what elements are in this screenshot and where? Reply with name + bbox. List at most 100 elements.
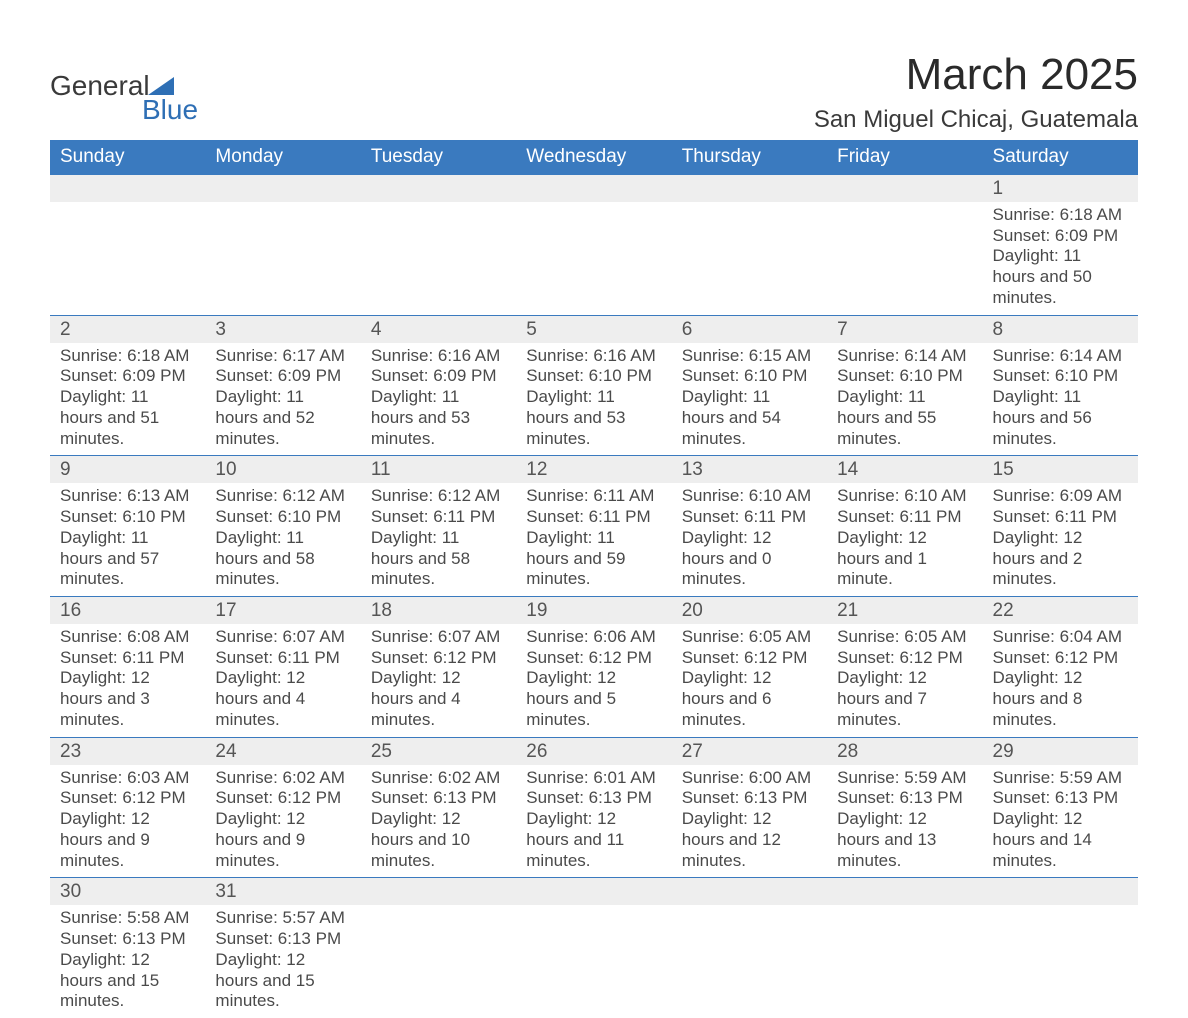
day-body-cell: Sunrise: 6:13 AMSunset: 6:10 PMDaylight:…: [50, 483, 205, 596]
page-subtitle: San Miguel Chicaj, Guatemala: [814, 106, 1138, 134]
calendar-table: SundayMondayTuesdayWednesdayThursdayFrid…: [50, 140, 1138, 1018]
sunset-text: Sunset: 6:12 PM: [60, 788, 195, 809]
sunset-text: Sunset: 6:10 PM: [682, 366, 817, 387]
sunrise-text: Sunrise: 6:12 AM: [215, 486, 350, 507]
day-body-cell: Sunrise: 6:08 AMSunset: 6:11 PMDaylight:…: [50, 624, 205, 737]
day-body-cell: [516, 202, 671, 315]
day-number-cell: 3: [205, 315, 360, 343]
day-body-cell: Sunrise: 6:14 AMSunset: 6:10 PMDaylight:…: [983, 343, 1138, 456]
daylight-text: Daylight: 12 hours and 9 minutes.: [60, 809, 195, 871]
day-number-cell: [361, 878, 516, 906]
day-number-row: 9101112131415: [50, 456, 1138, 484]
day-number-cell: 25: [361, 737, 516, 765]
daylight-text: Daylight: 12 hours and 6 minutes.: [682, 668, 817, 730]
sunrise-text: Sunrise: 6:04 AM: [993, 627, 1128, 648]
day-number-cell: 6: [672, 315, 827, 343]
day-number-cell: [827, 175, 982, 203]
page-title: March 2025: [814, 50, 1138, 100]
day-body-cell: Sunrise: 6:11 AMSunset: 6:11 PMDaylight:…: [516, 483, 671, 596]
sunrise-text: Sunrise: 6:00 AM: [682, 768, 817, 789]
sunset-text: Sunset: 6:11 PM: [837, 507, 972, 528]
day-body-row: Sunrise: 6:18 AMSunset: 6:09 PMDaylight:…: [50, 343, 1138, 456]
day-body-cell: [50, 202, 205, 315]
day-number-cell: 24: [205, 737, 360, 765]
title-block: March 2025 San Miguel Chicaj, Guatemala: [814, 50, 1138, 134]
day-body-cell: Sunrise: 6:18 AMSunset: 6:09 PMDaylight:…: [50, 343, 205, 456]
sunset-text: Sunset: 6:09 PM: [993, 226, 1128, 247]
day-number-cell: [672, 878, 827, 906]
day-body-cell: [361, 905, 516, 1018]
day-number-cell: 9: [50, 456, 205, 484]
day-body-cell: [361, 202, 516, 315]
daylight-text: Daylight: 12 hours and 12 minutes.: [682, 809, 817, 871]
sunset-text: Sunset: 6:11 PM: [60, 648, 195, 669]
sunrise-text: Sunrise: 6:18 AM: [60, 346, 195, 367]
sunrise-text: Sunrise: 5:59 AM: [993, 768, 1128, 789]
sunrise-text: Sunrise: 6:11 AM: [526, 486, 661, 507]
daylight-text: Daylight: 12 hours and 14 minutes.: [993, 809, 1128, 871]
day-body-cell: Sunrise: 5:57 AMSunset: 6:13 PMDaylight:…: [205, 905, 360, 1018]
sunset-text: Sunset: 6:13 PM: [993, 788, 1128, 809]
sunrise-text: Sunrise: 6:10 AM: [682, 486, 817, 507]
weekday-header: Sunday: [50, 140, 205, 175]
day-number-cell: 12: [516, 456, 671, 484]
daylight-text: Daylight: 12 hours and 3 minutes.: [60, 668, 195, 730]
sunrise-text: Sunrise: 6:16 AM: [526, 346, 661, 367]
sunset-text: Sunset: 6:13 PM: [60, 929, 195, 950]
sunset-text: Sunset: 6:10 PM: [60, 507, 195, 528]
day-body-cell: Sunrise: 6:02 AMSunset: 6:13 PMDaylight:…: [361, 765, 516, 878]
sunrise-text: Sunrise: 6:13 AM: [60, 486, 195, 507]
weekday-header: Friday: [827, 140, 982, 175]
day-number-cell: 22: [983, 597, 1138, 625]
sunrise-text: Sunrise: 6:08 AM: [60, 627, 195, 648]
weekday-header: Saturday: [983, 140, 1138, 175]
sunset-text: Sunset: 6:11 PM: [371, 507, 506, 528]
calendar-body: 1Sunrise: 6:18 AMSunset: 6:09 PMDaylight…: [50, 175, 1138, 1018]
day-body-cell: Sunrise: 6:14 AMSunset: 6:10 PMDaylight:…: [827, 343, 982, 456]
day-number-cell: 15: [983, 456, 1138, 484]
day-number-row: 2345678: [50, 315, 1138, 343]
daylight-text: Daylight: 11 hours and 51 minutes.: [60, 387, 195, 449]
sunset-text: Sunset: 6:13 PM: [215, 929, 350, 950]
day-body-cell: Sunrise: 6:15 AMSunset: 6:10 PMDaylight:…: [672, 343, 827, 456]
sunrise-text: Sunrise: 6:03 AM: [60, 768, 195, 789]
sunset-text: Sunset: 6:11 PM: [215, 648, 350, 669]
daylight-text: Daylight: 12 hours and 8 minutes.: [993, 668, 1128, 730]
daylight-text: Daylight: 12 hours and 2 minutes.: [993, 528, 1128, 590]
day-body-cell: Sunrise: 6:17 AMSunset: 6:09 PMDaylight:…: [205, 343, 360, 456]
day-body-row: Sunrise: 6:13 AMSunset: 6:10 PM Daylight:…: [50, 483, 1138, 596]
day-body-cell: Sunrise: 5:59 AMSunset: 6:13 PMDaylight:…: [983, 765, 1138, 878]
day-body-row: Sunrise: 6:08 AMSunset: 6:11 PMDaylight:…: [50, 624, 1138, 737]
day-number-cell: 4: [361, 315, 516, 343]
sunrise-text: Sunrise: 6:14 AM: [993, 346, 1128, 367]
day-number-cell: 30: [50, 878, 205, 906]
weekday-header: Monday: [205, 140, 360, 175]
day-body-cell: Sunrise: 6:18 AMSunset: 6:09 PMDaylight:…: [983, 202, 1138, 315]
daylight-text: Daylight: 12 hours and 13 minutes.: [837, 809, 972, 871]
day-number-row: 3031: [50, 878, 1138, 906]
day-number-cell: 26: [516, 737, 671, 765]
day-body-cell: Sunrise: 6:12 AMSunset: 6:10 PMDaylight:…: [205, 483, 360, 596]
day-body-cell: Sunrise: 6:04 AMSunset: 6:12 PMDaylight:…: [983, 624, 1138, 737]
day-number-cell: 5: [516, 315, 671, 343]
sunrise-text: Sunrise: 6:15 AM: [682, 346, 817, 367]
daylight-text: Daylight: 12 hours and 5 minutes.: [526, 668, 661, 730]
day-body-cell: Sunrise: 6:07 AMSunset: 6:11 PMDaylight:…: [205, 624, 360, 737]
day-body-cell: Sunrise: 6:06 AMSunset: 6:12 PMDaylight:…: [516, 624, 671, 737]
daylight-text: Daylight: 12 hours and 11 minutes.: [526, 809, 661, 871]
day-number-cell: 23: [50, 737, 205, 765]
daylight-text: Daylight: 12 hours and 10 minutes.: [371, 809, 506, 871]
day-body-cell: Sunrise: 6:12 AMSunset: 6:11 PMDaylight:…: [361, 483, 516, 596]
sunrise-text: Sunrise: 6:06 AM: [526, 627, 661, 648]
day-body-cell: Sunrise: 6:02 AMSunset: 6:12 PMDaylight:…: [205, 765, 360, 878]
sunset-text: Sunset: 6:10 PM: [526, 366, 661, 387]
daylight-text: Daylight: 12 hours and 4 minutes.: [371, 668, 506, 730]
sunset-text: Sunset: 6:11 PM: [682, 507, 817, 528]
daylight-text: Daylight: 12 hours and 9 minutes.: [215, 809, 350, 871]
day-number-cell: 13: [672, 456, 827, 484]
sunset-text: Sunset: 6:10 PM: [837, 366, 972, 387]
daylight-text: Daylight: 11 hours and 54 minutes.: [682, 387, 817, 449]
sunset-text: Sunset: 6:13 PM: [837, 788, 972, 809]
sunrise-text: Sunrise: 6:09 AM: [993, 486, 1128, 507]
weekday-header: Tuesday: [361, 140, 516, 175]
